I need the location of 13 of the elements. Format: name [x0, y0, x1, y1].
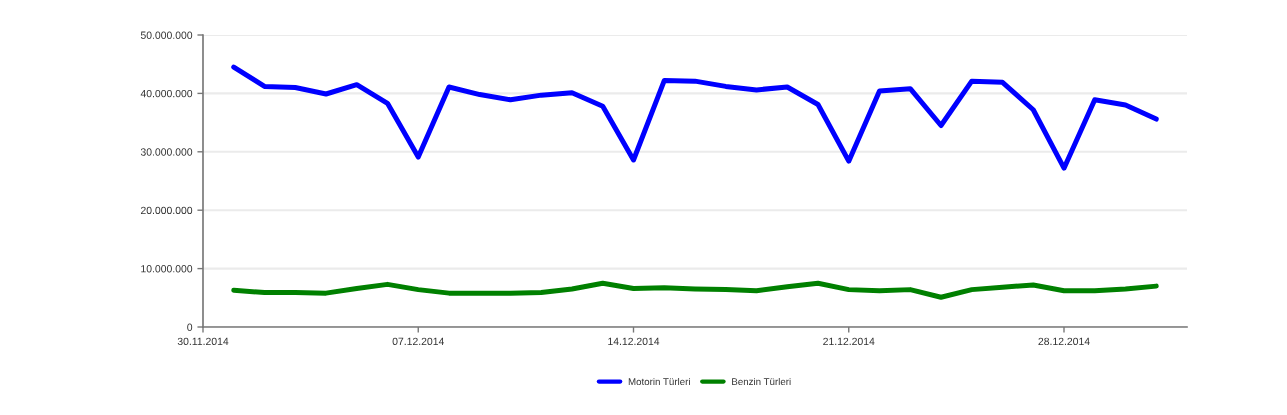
y-tick-label: 40.000.000	[140, 89, 193, 98]
x-tick-label: 21.12.2014	[823, 337, 875, 346]
y-tick-label: 20.000.000	[140, 206, 193, 215]
x-tick-label: 14.12.2014	[608, 337, 660, 346]
y-tick-label: 50.000.000	[140, 31, 193, 39]
y-tick-label: 10.000.000	[141, 265, 193, 273]
y-tick-label: 0	[187, 323, 193, 331]
x-tick-label: 28.12.2014	[1038, 337, 1090, 346]
legend-label: Benzin Türleri	[732, 377, 791, 386]
legend-label: Motorin Türleri	[628, 377, 690, 386]
y-tick-label: 30.000.000	[140, 148, 193, 156]
x-tick-label: 30.11.2014	[177, 337, 229, 346]
x-tick-label: 07.12.2014	[392, 337, 445, 346]
